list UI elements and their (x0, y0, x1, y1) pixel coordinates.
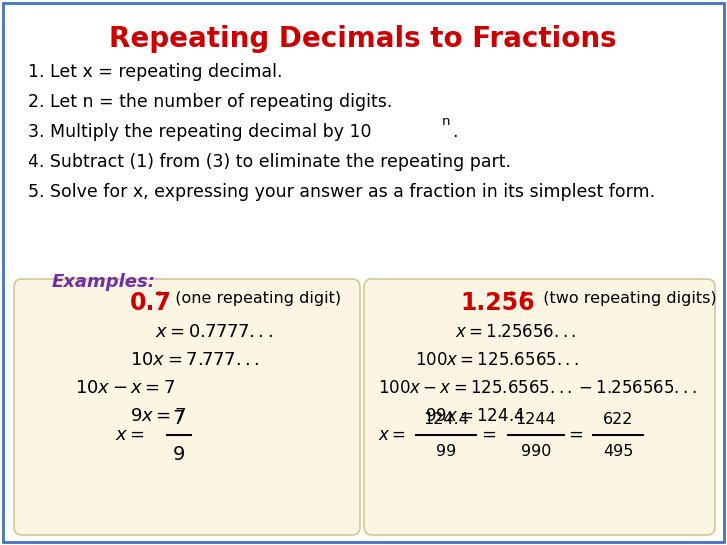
Text: Examples:: Examples: (52, 273, 156, 291)
Text: 3. Multiply the repeating decimal by 10: 3. Multiply the repeating decimal by 10 (28, 123, 371, 141)
Text: =: = (569, 426, 584, 444)
Text: $100x - x = 125.6565...-1.256565...$: $100x - x = 125.6565...-1.256565...$ (378, 379, 696, 397)
Text: 1244: 1244 (515, 413, 556, 427)
Text: 495: 495 (603, 445, 633, 459)
FancyBboxPatch shape (364, 279, 715, 535)
Text: 990: 990 (521, 445, 551, 459)
Text: 1. Let x = repeating decimal.: 1. Let x = repeating decimal. (28, 63, 283, 81)
Text: Repeating Decimals to Fractions: Repeating Decimals to Fractions (109, 25, 616, 53)
FancyBboxPatch shape (14, 279, 360, 535)
Text: .: . (452, 123, 457, 141)
Text: $9x = 7$: $9x = 7$ (130, 407, 186, 425)
Text: (two repeating digits): (two repeating digits) (533, 291, 717, 306)
Text: $10x - x = 7$: $10x - x = 7$ (75, 379, 175, 397)
Text: 1.256: 1.256 (460, 291, 534, 315)
Text: 7: 7 (173, 409, 185, 427)
Text: $10x = 7.777...$: $10x = 7.777...$ (130, 351, 260, 369)
Text: $x =$: $x =$ (378, 426, 406, 444)
Text: 5. Solve for x, expressing your answer as a fraction in its simplest form.: 5. Solve for x, expressing your answer a… (28, 183, 655, 201)
Text: 9: 9 (173, 445, 185, 464)
Text: =: = (481, 426, 497, 444)
Text: $x = 1.25656...$: $x = 1.25656...$ (455, 323, 576, 341)
Text: (one repeating digit): (one repeating digit) (165, 291, 341, 306)
Text: 124.4: 124.4 (423, 413, 469, 427)
Text: $x = 0.7777...$: $x = 0.7777...$ (155, 323, 273, 341)
Text: 99: 99 (436, 445, 456, 459)
Text: 2. Let n = the number of repeating digits.: 2. Let n = the number of repeating digit… (28, 93, 393, 111)
Text: $100x = 125.6565...$: $100x = 125.6565...$ (415, 351, 579, 369)
Text: 622: 622 (603, 413, 633, 427)
Text: 4. Subtract (1) from (3) to eliminate the repeating part.: 4. Subtract (1) from (3) to eliminate th… (28, 153, 511, 171)
Text: $99x = 124.4$: $99x = 124.4$ (425, 407, 525, 425)
Text: 0.7: 0.7 (130, 291, 172, 315)
Text: $x =$: $x =$ (115, 426, 145, 444)
Text: n: n (442, 115, 451, 128)
